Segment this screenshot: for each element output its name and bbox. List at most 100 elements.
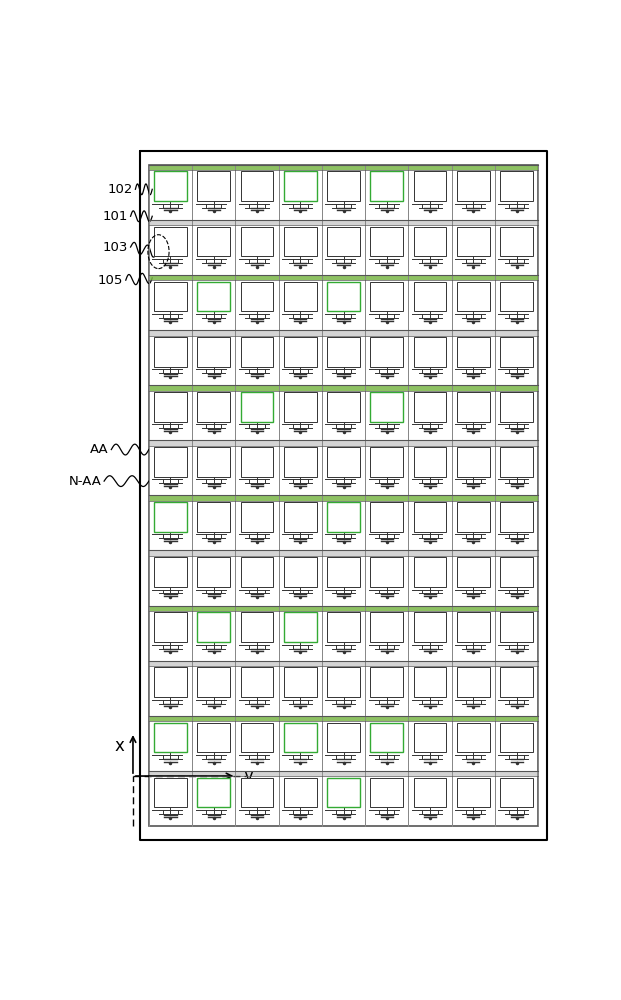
Bar — [370, 447, 403, 477]
Bar — [500, 282, 533, 311]
Bar — [149, 275, 538, 280]
Bar — [240, 227, 273, 256]
Bar — [370, 282, 403, 311]
Bar — [370, 778, 403, 807]
Bar — [284, 392, 317, 422]
Bar — [327, 612, 360, 642]
Bar — [154, 447, 187, 477]
Bar — [240, 612, 273, 642]
Bar — [327, 667, 360, 697]
Bar — [500, 778, 533, 807]
Bar — [197, 337, 230, 367]
Bar — [370, 392, 403, 422]
Bar — [414, 337, 446, 367]
Bar — [414, 447, 446, 477]
Bar — [284, 227, 317, 256]
Bar — [457, 612, 490, 642]
Bar — [197, 667, 230, 697]
Bar — [457, 392, 490, 422]
Bar — [154, 667, 187, 697]
Bar — [370, 337, 403, 367]
Bar — [500, 227, 533, 256]
Bar — [197, 171, 230, 201]
Bar — [284, 502, 317, 532]
Bar — [149, 661, 538, 666]
Bar — [457, 171, 490, 201]
Bar — [240, 667, 273, 697]
Bar — [149, 495, 538, 501]
Text: x: x — [114, 737, 124, 755]
Bar — [457, 337, 490, 367]
Bar — [240, 392, 273, 422]
Bar — [240, 337, 273, 367]
Bar — [500, 723, 533, 752]
Bar — [457, 502, 490, 532]
Bar — [284, 282, 317, 311]
Bar — [457, 282, 490, 311]
Bar — [240, 502, 273, 532]
Bar — [457, 557, 490, 587]
Text: y: y — [243, 767, 253, 785]
Bar — [149, 220, 538, 225]
Bar — [327, 557, 360, 587]
Bar — [414, 778, 446, 807]
Bar — [414, 392, 446, 422]
Bar — [149, 716, 538, 721]
Bar — [500, 667, 533, 697]
Bar — [284, 337, 317, 367]
Bar — [500, 392, 533, 422]
Bar — [500, 447, 533, 477]
Bar — [414, 282, 446, 311]
Bar — [500, 612, 533, 642]
Bar — [327, 723, 360, 752]
Bar — [500, 557, 533, 587]
Bar — [240, 723, 273, 752]
Bar — [197, 227, 230, 256]
Bar — [457, 227, 490, 256]
Bar — [414, 502, 446, 532]
Bar — [240, 171, 273, 201]
Bar — [240, 282, 273, 311]
Bar — [500, 171, 533, 201]
Bar — [327, 502, 360, 532]
Bar — [327, 337, 360, 367]
Bar — [154, 227, 187, 256]
Bar — [414, 557, 446, 587]
Bar — [414, 612, 446, 642]
Bar — [154, 337, 187, 367]
Bar — [154, 723, 187, 752]
Bar — [414, 227, 446, 256]
Bar — [149, 385, 538, 391]
Bar — [154, 171, 187, 201]
Bar — [414, 667, 446, 697]
Bar — [154, 502, 187, 532]
Text: N-AA: N-AA — [69, 475, 102, 488]
Bar — [149, 771, 538, 776]
Bar — [500, 337, 533, 367]
Bar — [197, 612, 230, 642]
Bar — [149, 550, 538, 556]
Bar — [284, 723, 317, 752]
Bar — [197, 778, 230, 807]
Bar — [240, 557, 273, 587]
Bar — [327, 282, 360, 311]
Bar — [149, 606, 538, 611]
Text: 103: 103 — [103, 241, 128, 254]
Bar — [197, 502, 230, 532]
Bar — [284, 447, 317, 477]
Bar — [154, 282, 187, 311]
Bar — [500, 502, 533, 532]
Bar — [284, 171, 317, 201]
Bar — [370, 502, 403, 532]
Bar — [197, 392, 230, 422]
Bar — [370, 612, 403, 642]
Bar — [149, 165, 538, 170]
Bar — [149, 330, 538, 336]
Bar — [327, 171, 360, 201]
Bar — [370, 723, 403, 752]
Bar — [284, 612, 317, 642]
Bar — [284, 557, 317, 587]
Bar — [327, 447, 360, 477]
Bar — [197, 557, 230, 587]
Bar — [240, 447, 273, 477]
